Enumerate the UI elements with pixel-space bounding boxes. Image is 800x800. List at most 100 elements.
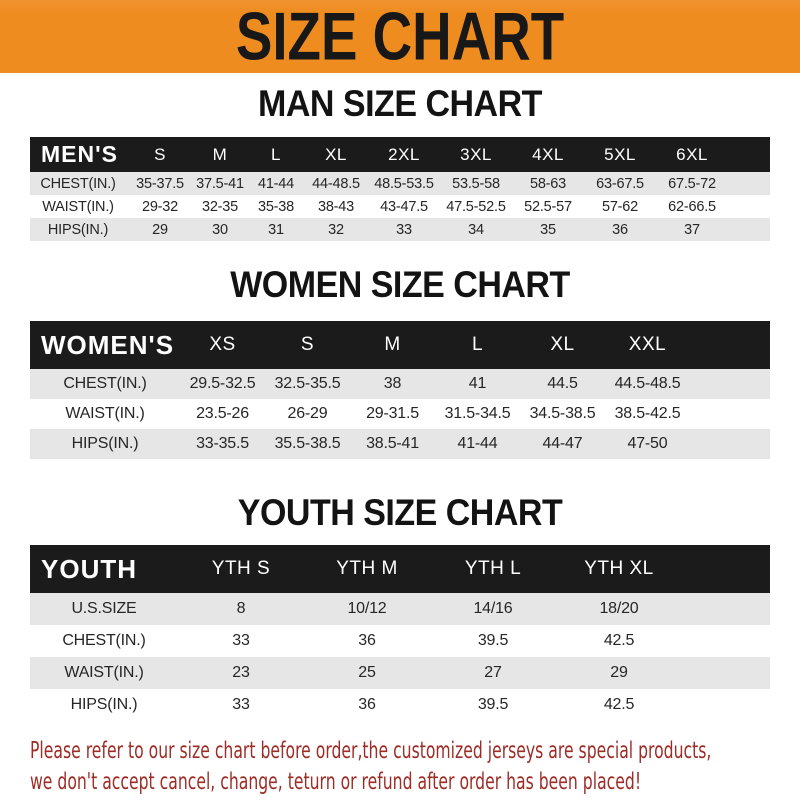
row-label: HIPS(IN.) [70, 696, 138, 713]
table-row: WAIST(IN.) 29-32 32-35 35-38 38-43 43-47.5 47.… [30, 195, 770, 218]
spacer-cell [682, 689, 770, 721]
size-value-cell: 43-47.5 [380, 198, 428, 215]
size-value-cell: 14/16 [430, 593, 556, 625]
size-value-cell: 25 [304, 657, 430, 689]
table-row: WAIST(IN.) 23 25 27 29 [30, 657, 770, 689]
size-value-cell: 33 [232, 632, 250, 649]
size-value-cell: 34.5-38.5 [529, 405, 596, 422]
size-value-cell: 44.5-48.5 [605, 369, 690, 399]
table-header-row: WOMEN'S XS S M L XL XXL [30, 321, 770, 369]
size-value-cell: 48.5-53.5 [366, 172, 442, 195]
title-banner: SIZE CHART [0, 0, 800, 74]
disclaimer-line-1: Please refer to our size chart before or… [30, 738, 712, 764]
size-value-cell: 31 [246, 218, 306, 241]
size-value-cell: 26-29 [287, 405, 328, 422]
size-value-cell: 38-43 [317, 198, 355, 215]
size-value-cell: 52.5-57 [524, 198, 572, 215]
size-value-cell: 35.5-38.5 [265, 429, 350, 459]
row-label: HIPS(IN.) [30, 218, 126, 241]
size-value-cell: 35-37.5 [126, 172, 194, 195]
size-value-cell: 29.5-32.5 [180, 369, 265, 399]
size-value-cell: 33 [232, 696, 250, 713]
size-value-cell: 62-66.5 [668, 198, 716, 215]
disclaimer-note: Please refer to our size chart before or… [30, 736, 800, 798]
size-column-header: L [435, 321, 520, 369]
size-value-cell: 42.5 [603, 632, 635, 649]
size-column-header: 4XL [510, 137, 586, 172]
spacer-cell [682, 625, 770, 657]
size-value-cell: 38 [350, 369, 435, 399]
women-section-heading: WOMEN SIZE CHART [230, 264, 570, 306]
row-label: WAIST(IN.) [42, 198, 114, 215]
size-value-cell: 38.5-41 [350, 429, 435, 459]
spacer-cell [730, 218, 770, 241]
size-value-cell: 39.5 [477, 696, 509, 713]
men-section-heading: MAN SIZE CHART [258, 83, 542, 125]
size-column-header: L [246, 137, 306, 172]
size-value-cell: 41-44 [435, 429, 520, 459]
spacer-cell [690, 369, 770, 399]
size-value-cell: 18/20 [556, 593, 682, 625]
size-value-cell: 41 [435, 369, 520, 399]
size-value-cell: 38.5-42.5 [614, 405, 681, 422]
size-value-cell: 10/12 [304, 593, 430, 625]
size-value-cell: 30 [194, 218, 246, 241]
size-value-cell: 39.5 [477, 632, 509, 649]
spacer-cell [730, 172, 770, 195]
disclaimer-line-2: we don't accept cancel, change, teturn o… [30, 769, 642, 795]
table-row: U.S.SIZE 8 10/12 14/16 18/20 [30, 593, 770, 625]
table-header-row: MEN'S S M L XL 2XL 3XL 4XL 5XL 6XL [30, 137, 770, 172]
size-value-cell: 44-47 [520, 429, 605, 459]
size-value-cell: 32-35 [201, 198, 239, 215]
row-label: WAIST(IN.) [30, 657, 178, 689]
size-column-header: XL [306, 137, 366, 172]
size-value-cell: 42.5 [603, 696, 635, 713]
size-value-cell: 36 [358, 696, 376, 713]
size-value-cell: 35-38 [257, 198, 295, 215]
size-value-cell: 32 [306, 218, 366, 241]
table-header-row: YOUTH YTH S YTH M YTH L YTH XL [30, 545, 770, 593]
size-value-cell: 63-67.5 [586, 172, 654, 195]
size-value-cell: 23.5-26 [196, 405, 249, 422]
table-row: CHEST(IN.) 35-37.5 37.5-41 41-44 44-48.5 48.5… [30, 172, 770, 195]
row-label: CHEST(IN.) [30, 369, 180, 399]
table-group-label: WOMEN'S [30, 321, 180, 369]
size-column-header: YTH S [178, 545, 304, 593]
size-value-cell: 36 [358, 632, 376, 649]
size-value-cell: 41-44 [246, 172, 306, 195]
table-row: CHEST(IN.) 33 36 39.5 42.5 [30, 625, 770, 657]
size-value-cell: 67.5-72 [654, 172, 730, 195]
youth-size-table: YOUTH YTH S YTH M YTH L YTH XL U.S.SIZE 8 10/12… [30, 545, 770, 721]
size-value-cell: 33-35.5 [180, 429, 265, 459]
size-column-header: 3XL [442, 137, 510, 172]
size-column-header: S [126, 137, 194, 172]
size-value-cell: 47.5-52.5 [446, 198, 506, 215]
size-value-cell: 29 [126, 218, 194, 241]
size-column-header: XL [520, 321, 605, 369]
size-value-cell: 37.5-41 [194, 172, 246, 195]
size-column-header: YTH L [430, 545, 556, 593]
youth-section-heading: YOUTH SIZE CHART [237, 492, 563, 534]
spacer-cell [730, 195, 770, 218]
size-value-cell: 36 [586, 218, 654, 241]
size-value-cell: 29 [556, 657, 682, 689]
row-label: CHEST(IN.) [62, 632, 146, 649]
youth-size-section: YOUTH SIZE CHART YOUTH YTH S YTH M YTH L YTH… [0, 492, 800, 721]
spacer-cell [690, 399, 770, 429]
size-column-header: XS [180, 321, 265, 369]
row-label: CHEST(IN.) [30, 172, 126, 195]
size-column-header: 2XL [366, 137, 442, 172]
row-label: HIPS(IN.) [30, 429, 180, 459]
size-value-cell: 44-48.5 [306, 172, 366, 195]
spacer-cell [690, 321, 770, 369]
size-value-cell: 27 [430, 657, 556, 689]
table-group-label: MEN'S [30, 137, 126, 172]
size-value-cell: 34 [442, 218, 510, 241]
size-column-header: XXL [605, 321, 690, 369]
women-size-table: WOMEN'S XS S M L XL XXL CHEST(IN.) 29.5-32.5 32.5… [30, 321, 770, 459]
size-column-header: 6XL [654, 137, 730, 172]
size-value-cell: 29-31.5 [366, 405, 419, 422]
table-row: WAIST(IN.) 23.5-26 26-29 29-31.5 31.5-34.5 34… [30, 399, 770, 429]
row-label: WAIST(IN.) [65, 405, 145, 422]
